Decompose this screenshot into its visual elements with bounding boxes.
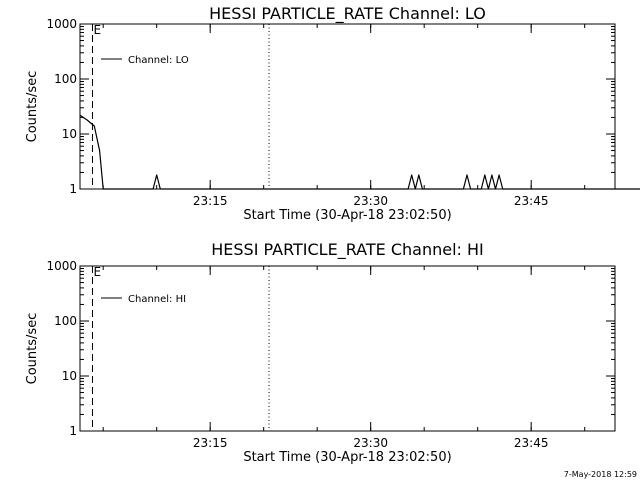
y-tick-label: 10: [62, 369, 77, 383]
y-tick-label: 100: [54, 72, 77, 86]
panel-hi: HESSI PARTICLE_RATE Channel: HI 1 10 100 100…: [25, 240, 616, 465]
x-tick-label: 23:15: [193, 436, 228, 450]
panel-lo: HESSI PARTICLE_RATE Channel: LO 1 10 100 100…: [25, 4, 640, 223]
x-axis-label: Start Time (30-Apr-18 23:02:50): [243, 450, 451, 465]
x-tick-label: 23:15: [193, 194, 228, 208]
x-tick-label: 23:45: [514, 194, 549, 208]
series-line: [79, 114, 640, 190]
annotation-label: E: [93, 23, 101, 37]
y-tick-label: 1: [69, 424, 77, 438]
y-tick-label: 1: [69, 182, 77, 196]
y-axis-label: Counts/sec: [25, 313, 40, 385]
plot-frame: [79, 265, 616, 432]
legend-label: Channel: HI: [128, 294, 186, 305]
y-axis-label: Counts/sec: [25, 71, 40, 143]
y-tick-label: 1000: [46, 259, 77, 273]
y-tick-label: 10: [62, 127, 77, 141]
x-axis-label: Start Time (30-Apr-18 23:02:50): [243, 208, 451, 223]
footer-timestamp: 7-May-2018 12:59: [564, 470, 637, 479]
x-tick-label: 23:30: [353, 436, 388, 450]
x-tick-label: 23:45: [514, 436, 549, 450]
chart-title: HESSI PARTICLE_RATE Channel: LO: [209, 4, 486, 24]
y-tick-label: 1000: [46, 17, 77, 31]
y-tick-label: 100: [54, 314, 77, 328]
plot-frame: [79, 23, 616, 190]
annotation-label: E: [93, 265, 101, 279]
legend-label: Channel: LO: [128, 55, 189, 66]
chart-title: HESSI PARTICLE_RATE Channel: HI: [211, 240, 484, 260]
x-tick-label: 23:30: [353, 194, 388, 208]
